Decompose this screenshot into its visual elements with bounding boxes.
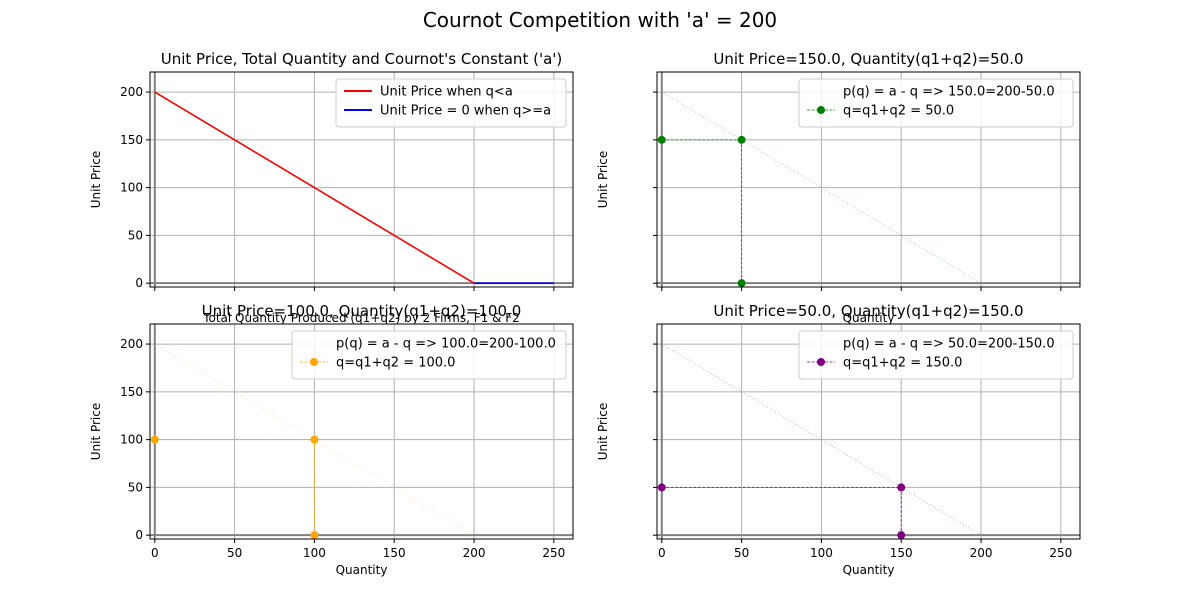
subplot-1-frame — [149, 71, 574, 288]
subplot-3: 0 50 100 150 200 250 0 50 100 150 200 Quantity Unit … — [89, 302, 574, 577]
subplot-1-ytick-label: 0 — [135, 276, 143, 290]
subplot-2-legend-entry-2: q=q1+q2 = 50.0 — [843, 104, 954, 119]
subplot-4-point-quantity — [897, 531, 906, 540]
subplot-2-legend-marker-2 — [817, 106, 825, 114]
subplot-1-legend-entry-2: Unit Price = 0 when q>=a — [380, 104, 551, 119]
subplot-4-xtick-label: 50 — [734, 546, 749, 560]
subplot-3-point-price — [150, 435, 159, 444]
subplot-1: 0 50 100 150 200 Total Quantity Produced (q1+… — [89, 50, 574, 325]
subplot-4-ylabel: Unit Price — [596, 403, 610, 461]
subplots: 0 50 100 150 200 Total Quantity Produced (q1+… — [89, 50, 1081, 577]
subplot-3-legend: p(q) = a - q => 100.0=200-100.0 q=q1+q2 =… — [291, 330, 567, 380]
subplot-4-point-equilibrium — [897, 483, 906, 492]
subplot-1-series-1 — [154, 91, 475, 284]
subplot-3-xtick-label: 0 — [151, 546, 159, 560]
subplot-2-legend-box — [798, 78, 1074, 128]
subplot-2-title: Unit Price=150.0, Quantity(q1+q2)=50.0 — [713, 50, 1023, 68]
subplot-2-frame — [656, 71, 1081, 288]
subplot-3-ytick-label: 100 — [120, 433, 143, 447]
subplot-4-legend-marker-2 — [817, 358, 825, 366]
subplot-4-xtick-label: 250 — [1049, 546, 1072, 560]
subplot-1-legend-entry-1: Unit Price when q<a — [380, 85, 513, 100]
subplot-3-xtick-label: 100 — [303, 546, 326, 560]
subplot-4: 0 50 100 150 200 250 Quantity Unit Price Unit Pr… — [596, 302, 1081, 577]
subplot-4-demand-line — [661, 343, 982, 536]
subplot-4-xtick-label: 200 — [970, 546, 993, 560]
subplot-3-xtick-label: 200 — [463, 546, 486, 560]
subplot-1-legend-box — [335, 78, 567, 128]
subplot-4-legend-entry-2: q=q1+q2 = 150.0 — [843, 356, 962, 371]
subplot-3-legend-entry-2: q=q1+q2 = 100.0 — [336, 356, 455, 371]
subplot-3-xtick-label: 150 — [383, 546, 406, 560]
subplot-3-ylabel: Unit Price — [89, 403, 103, 461]
subplot-3-legend-box — [291, 330, 567, 380]
subplot-3-ytick-label: 200 — [120, 337, 143, 351]
subplot-3-ytick-label: 150 — [120, 385, 143, 399]
subplot-2-point-price — [657, 135, 666, 144]
subplot-3-legend-marker-2 — [310, 358, 318, 366]
subplot-1-title: Unit Price, Total Quantity and Cournot's… — [161, 50, 562, 68]
subplot-1-ytick-label: 150 — [120, 133, 143, 147]
subplot-3-point-quantity — [310, 531, 319, 540]
subplot-4-legend-box — [798, 330, 1074, 380]
subplot-2-ylabel: Unit Price — [596, 151, 610, 209]
subplot-3-legend-entry-1: p(q) = a - q => 100.0=200-100.0 — [336, 337, 556, 352]
subplot-1-ylabel: Unit Price — [89, 151, 103, 209]
subplot-2-legend: p(q) = a - q => 150.0=200-50.0 q=q1+q2 = … — [798, 78, 1074, 128]
subplot-3-ytick-label: 0 — [135, 528, 143, 542]
figure-title: Cournot Competition with 'a' = 200 — [423, 8, 777, 32]
subplot-2-legend-entry-1: p(q) = a - q => 150.0=200-50.0 — [843, 85, 1055, 100]
subplot-4-xtick-label: 150 — [890, 546, 913, 560]
subplot-4-legend: p(q) = a - q => 50.0=200-150.0 q=q1+q2 = … — [798, 330, 1074, 380]
subplot-3-title: Unit Price=100.0, Quantity(q1+q2)=100.0 — [202, 302, 522, 320]
subplot-3-ytick-label: 50 — [128, 480, 143, 494]
subplot-3-xtick-label: 250 — [542, 546, 565, 560]
subplot-2: Quantity Unit Price Unit Price=150.0, Quan… — [596, 50, 1081, 325]
subplot-3-point-equilibrium — [310, 435, 319, 444]
subplot-3-frame — [149, 323, 574, 540]
subplot-1-legend: Unit Price when q<a Unit Price = 0 when q… — [335, 78, 567, 128]
subplot-2-xlabel: Quantity — [843, 311, 895, 325]
subplot-1-ytick-label: 100 — [120, 181, 143, 195]
subplot-4-title: Unit Price=50.0, Quantity(q1+q2)=150.0 — [713, 302, 1023, 320]
subplot-4-xtick-label: 100 — [810, 546, 833, 560]
subplot-2-point-quantity — [737, 279, 746, 288]
subplot-4-point-price — [657, 483, 666, 492]
subplot-4-legend-entry-1: p(q) = a - q => 50.0=200-150.0 — [843, 337, 1055, 352]
subplot-1-ytick-label: 200 — [120, 85, 143, 99]
subplot-2-point-equilibrium — [737, 135, 746, 144]
subplot-4-frame — [656, 323, 1081, 540]
subplot-3-xlabel: Quantity — [336, 563, 388, 577]
subplot-2-demand-line — [661, 91, 982, 284]
subplot-4-xlabel: Quantity — [843, 563, 895, 577]
subplot-1-xlabel: Total Quantity Produced (q1+q2) by 2 Fir… — [202, 311, 520, 325]
subplot-1-ytick-label: 50 — [128, 228, 143, 242]
subplot-3-xtick-label: 50 — [227, 546, 242, 560]
subplot-4-xtick-label: 0 — [658, 546, 666, 560]
